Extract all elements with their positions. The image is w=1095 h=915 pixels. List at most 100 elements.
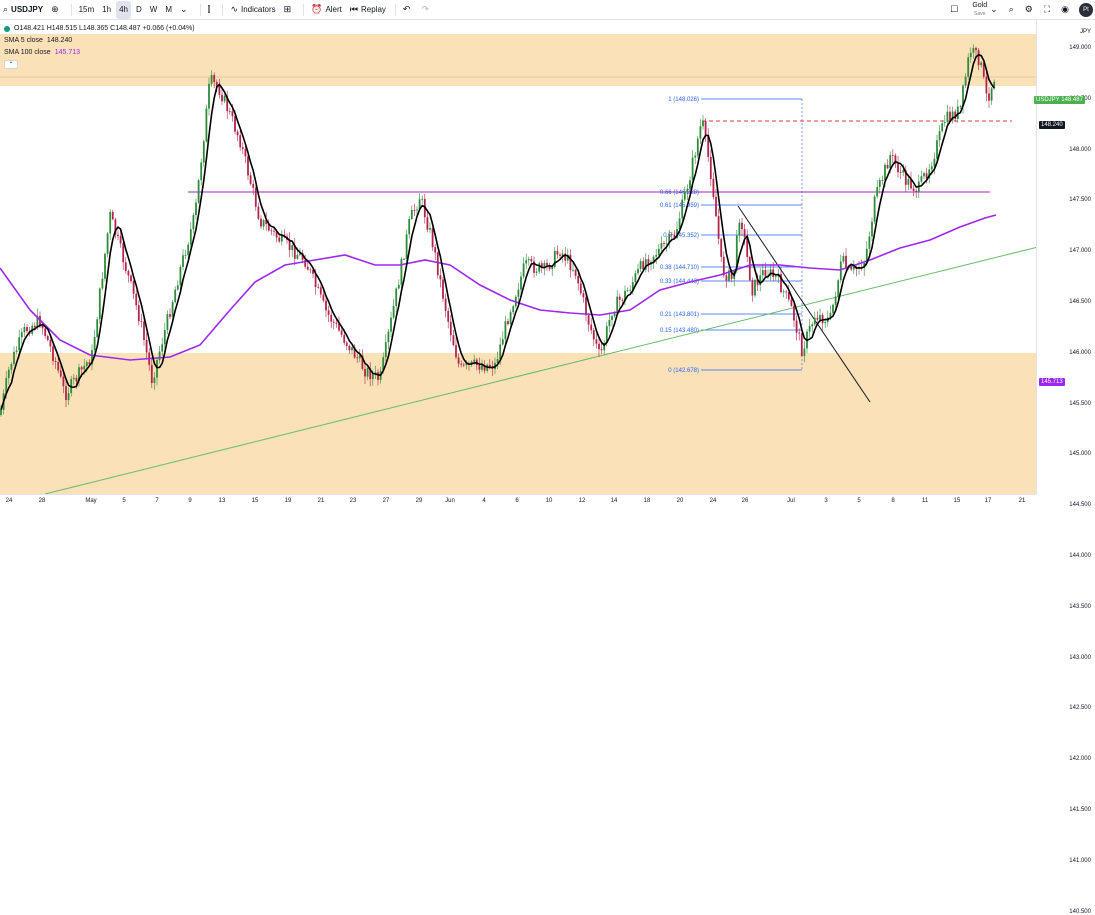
price-chart[interactable]: 1 (148.026) 0.66 (146.228) 0.61 (145.959) 0… xyxy=(0,20,1036,494)
candle-body xyxy=(751,280,754,296)
candle-body xyxy=(969,52,972,58)
candle-body xyxy=(397,284,400,289)
chart-pane[interactable]: 1 (148.026) 0.66 (146.228) 0.61 (145.959) 0… xyxy=(0,20,1036,494)
candle-body xyxy=(501,339,504,345)
fullscreen-button[interactable]: ⛶ xyxy=(1041,1,1056,19)
candle-body xyxy=(366,367,369,377)
sma100-legend[interactable]: SMA 100 close 145.713 xyxy=(4,47,195,59)
candle-body xyxy=(884,164,886,181)
candle-body xyxy=(956,106,959,120)
sma5-legend[interactable]: SMA 5 close 148.240 xyxy=(4,35,195,47)
candle-body xyxy=(465,363,468,366)
candle-body xyxy=(280,234,283,242)
candle-body xyxy=(192,215,195,230)
price-tick: 145.500 xyxy=(1069,400,1091,407)
candle-body xyxy=(990,88,993,101)
candle-body xyxy=(795,320,798,333)
candle-body xyxy=(738,222,741,236)
candle-body xyxy=(174,289,177,303)
candle-body xyxy=(603,342,606,351)
gold-plan-button[interactable]: Gold Save xyxy=(972,2,987,18)
candle-body xyxy=(556,250,559,255)
candle-body xyxy=(189,229,192,245)
candle-body xyxy=(761,270,764,276)
grid-icon: ⊞ xyxy=(283,4,292,14)
candle-body xyxy=(837,280,840,297)
snapshot-button[interactable]: ◉ xyxy=(1058,1,1075,19)
interval-15m[interactable]: 15m xyxy=(76,1,98,19)
time-label: 21 xyxy=(317,498,325,504)
time-label: 21 xyxy=(1018,498,1026,504)
rising-trendline[interactable] xyxy=(44,240,1036,494)
candle-body xyxy=(413,209,416,211)
candle-body xyxy=(499,344,502,359)
quick-search-button[interactable]: ⌕ xyxy=(1006,1,1020,19)
legend-collapse-button[interactable]: ⌃ xyxy=(4,60,18,69)
candle-body xyxy=(481,365,483,370)
sma100-price-tag: 145.713 xyxy=(1039,377,1065,386)
candle-body xyxy=(569,254,572,270)
redo-button[interactable]: ↷ xyxy=(418,1,435,19)
candle-body xyxy=(301,253,304,260)
candle-body xyxy=(452,335,455,346)
gold-dropdown[interactable]: ⌄ xyxy=(987,1,1004,19)
candle-body xyxy=(759,275,762,286)
undo-button[interactable]: ↶ xyxy=(400,1,417,19)
candle-body xyxy=(75,377,78,382)
candle-body xyxy=(195,202,197,216)
candle-body xyxy=(361,355,364,369)
time-scale[interactable]: 24 28 May 5 7 9 13 15 19 21 23 27 29 Jun 4 6 10 12 14 18 20 2… xyxy=(0,494,1036,509)
interval-4h[interactable]: 4h xyxy=(116,0,131,19)
candle-body xyxy=(964,76,967,86)
candle-body xyxy=(798,332,801,334)
interval-w[interactable]: W xyxy=(147,1,161,19)
candle-body xyxy=(182,255,184,267)
interval-d[interactable]: D xyxy=(133,1,145,19)
price-scale[interactable]: JPY 149.000148.500148.000147.500147.0001… xyxy=(1034,20,1095,915)
indicators-button[interactable]: ∿ Indicators xyxy=(227,1,278,19)
settings-button[interactable]: ⚙ xyxy=(1022,1,1039,19)
fib-level-label: 0.15 (143.480) xyxy=(660,328,699,334)
candle-body xyxy=(275,231,278,238)
falling-trendline[interactable] xyxy=(737,205,871,403)
candle-body xyxy=(473,359,476,362)
candle-body xyxy=(140,321,143,323)
layout-toggle-button[interactable]: ☐ xyxy=(947,1,964,19)
currency-label: JPY xyxy=(1079,29,1091,35)
chart-type-button[interactable]: ⫿ xyxy=(205,1,217,19)
interval-1h[interactable]: 1h xyxy=(99,1,114,19)
candle-body xyxy=(572,269,574,271)
interval-m[interactable]: M xyxy=(162,1,175,19)
candle-body xyxy=(920,176,923,182)
candle-body xyxy=(985,76,988,94)
candle-body xyxy=(421,198,424,200)
candle-body xyxy=(936,140,938,159)
candle-body xyxy=(894,155,897,164)
candle-body xyxy=(720,238,723,257)
candle-body xyxy=(41,325,44,329)
replay-button[interactable]: ⏮ Replay xyxy=(347,1,389,19)
candle-body xyxy=(18,337,21,351)
time-label: 18 xyxy=(643,498,651,504)
compare-button[interactable]: ⊕ xyxy=(48,1,65,19)
candle-body xyxy=(184,255,187,256)
candle-body xyxy=(746,237,749,257)
candle-body xyxy=(982,62,985,77)
candle-body xyxy=(260,218,262,227)
price-tick: 143.000 xyxy=(1069,654,1091,661)
symbol-search-button[interactable]: ⌕ USDJPY xyxy=(0,1,46,19)
candle-body xyxy=(696,138,699,156)
layouts-button[interactable]: ⊞ xyxy=(281,1,298,19)
fib-retracement[interactable]: 1 (148.026) 0.66 (146.228) 0.61 (145.959) 0… xyxy=(660,97,803,374)
candle-body xyxy=(257,206,260,219)
avatar[interactable]: Pt xyxy=(1079,3,1093,17)
candle-body xyxy=(431,228,434,248)
candle-body xyxy=(673,234,676,238)
candle-body xyxy=(652,256,655,262)
candle-body xyxy=(72,377,75,380)
candle-body xyxy=(600,349,603,351)
interval-dropdown[interactable]: ⌄ xyxy=(177,1,194,19)
candle-body xyxy=(200,162,203,181)
candle-body xyxy=(803,348,806,356)
alert-button[interactable]: ⏰ Alert xyxy=(308,1,345,19)
